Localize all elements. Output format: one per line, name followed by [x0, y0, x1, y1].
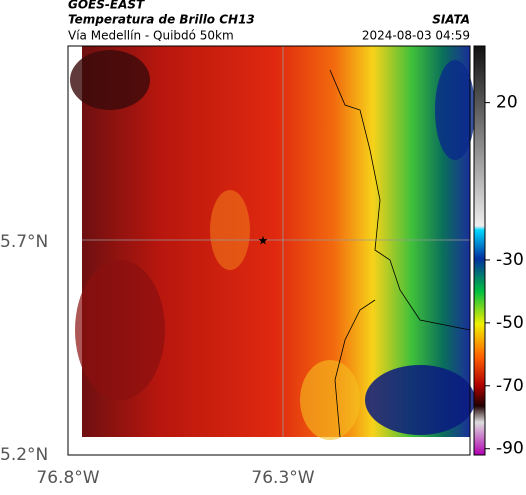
colorbar-tick-label: -70: [496, 376, 524, 396]
frame: [67, 45, 471, 456]
image: ★: [70, 46, 475, 440]
x-label: 76.8°W: [36, 468, 99, 488]
datetime: 2024-08-03 04:59: [362, 29, 470, 43]
x-label: 76.3°W: [251, 468, 314, 488]
subtitle: Vía Medellín - Quibdó 50km: [68, 29, 234, 43]
colorbar-tick-label: 20: [496, 93, 518, 113]
colorbar-tick-label: -50: [496, 313, 524, 333]
colorbar-tick-label: -30: [496, 250, 524, 270]
source: SIATA: [432, 13, 470, 27]
colorbar-tick-label: -90: [496, 439, 524, 459]
svg-text:★: ★: [258, 234, 269, 248]
colorbar: [473, 45, 486, 456]
y-label: 5.2°N: [0, 445, 48, 465]
product: GOES-EAST: [68, 0, 145, 12]
y-label: 5.7°N: [0, 232, 48, 252]
title: Temperatura de Brillo CH13: [68, 13, 255, 27]
